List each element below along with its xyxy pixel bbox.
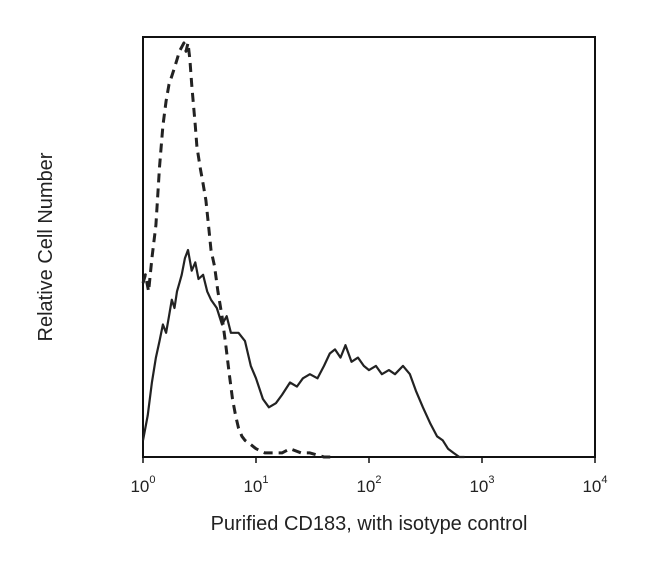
cd183-stain-line (141, 248, 465, 459)
x-tick-label: 102 (356, 474, 381, 496)
x-axis-ticks: 100 101 102 103 104 (130, 457, 608, 496)
x-tick-label: 104 (582, 474, 607, 496)
x-tick-label: 101 (243, 474, 268, 496)
isotype-control-line (141, 41, 335, 459)
x-tick-label: 103 (469, 474, 494, 496)
x-axis-title: Purified CD183, with isotype control (211, 513, 528, 535)
series-layer (141, 41, 465, 459)
y-axis-title: Relative Cell Number (35, 152, 57, 341)
x-tick-label: 100 (130, 474, 155, 496)
